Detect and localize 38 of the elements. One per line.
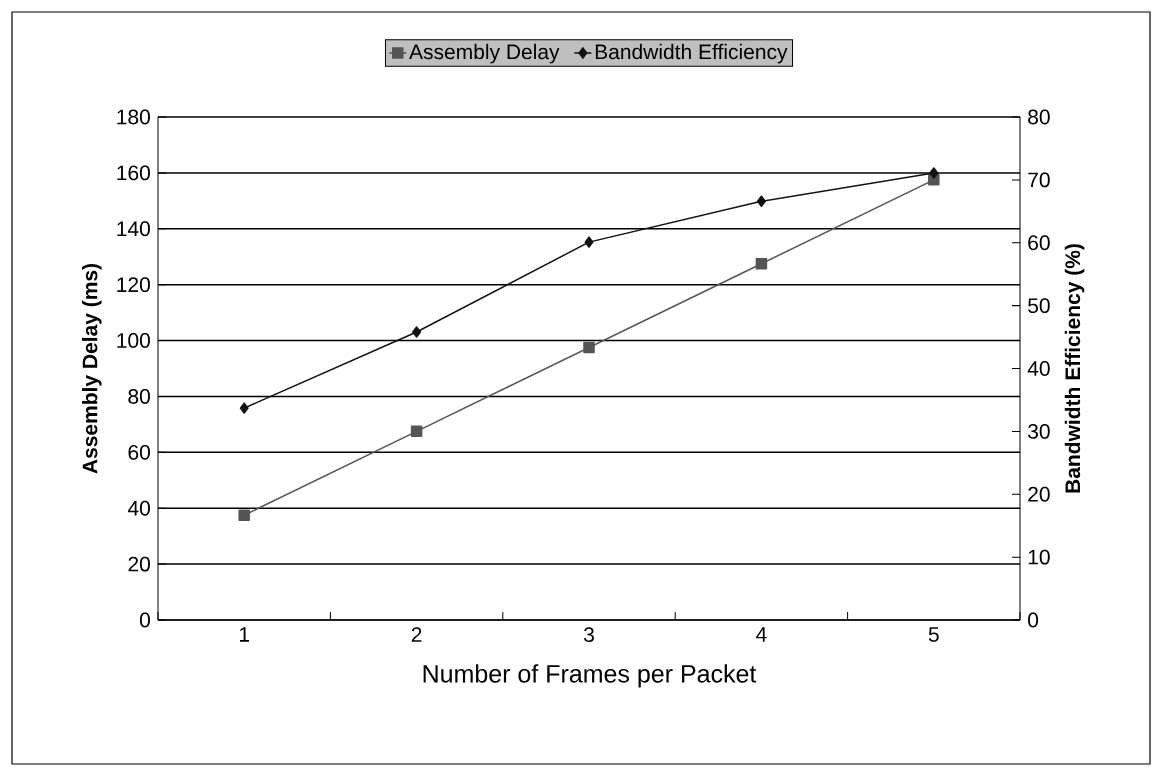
- y-axis-title: Assembly Delay (ms): [82, 263, 102, 474]
- x-tick-label: 1: [239, 627, 250, 642]
- x-tick-label: 5: [928, 627, 939, 642]
- point: [410, 425, 423, 438]
- y-tick-label: 0: [139, 612, 150, 628]
- y-tick-label: 20: [128, 556, 150, 572]
- y-tick-label: 60: [128, 444, 150, 460]
- point: [756, 195, 766, 207]
- y2-tick-label: 60: [1028, 235, 1050, 251]
- y2-tick-label: 40: [1027, 361, 1050, 376]
- point: [583, 341, 595, 354]
- x-tick-label: 3: [583, 627, 594, 643]
- point: [239, 402, 249, 414]
- y2-tick-label: 10: [1028, 549, 1050, 565]
- legend-label: Bandwidth Efficiency: [595, 43, 788, 64]
- x-tick-label: 4: [756, 627, 767, 642]
- y-tick-label: 140: [117, 221, 150, 237]
- x-tick-label: 2: [411, 627, 422, 642]
- point: [238, 509, 250, 521]
- point: [929, 167, 939, 179]
- point: [412, 326, 422, 338]
- legend-label: Assembly Delay: [409, 43, 560, 64]
- y-tick-label: 180: [117, 109, 150, 125]
- y2-tick-label: 80: [1028, 109, 1050, 125]
- y2-tick-label: 70: [1028, 172, 1050, 188]
- point: [584, 236, 594, 248]
- y2-tick-label: 50: [1028, 298, 1050, 314]
- y-tick-label: 120: [117, 277, 150, 293]
- point: [755, 257, 768, 270]
- y2-tick-label: 20: [1028, 486, 1050, 502]
- x-axis-title: Number of Frames per Packet: [423, 664, 757, 688]
- y2-tick-label: 0: [1028, 612, 1039, 628]
- y-tick-label: 160: [117, 165, 150, 181]
- y2-tick-label: 30: [1028, 423, 1050, 439]
- y-tick-label: 40: [127, 500, 150, 516]
- y-tick-label: 100: [117, 333, 150, 348]
- y2-axis-title: Bandwidth Efficiency (%): [1064, 244, 1085, 493]
- y-tick-label: 80: [128, 389, 150, 404]
